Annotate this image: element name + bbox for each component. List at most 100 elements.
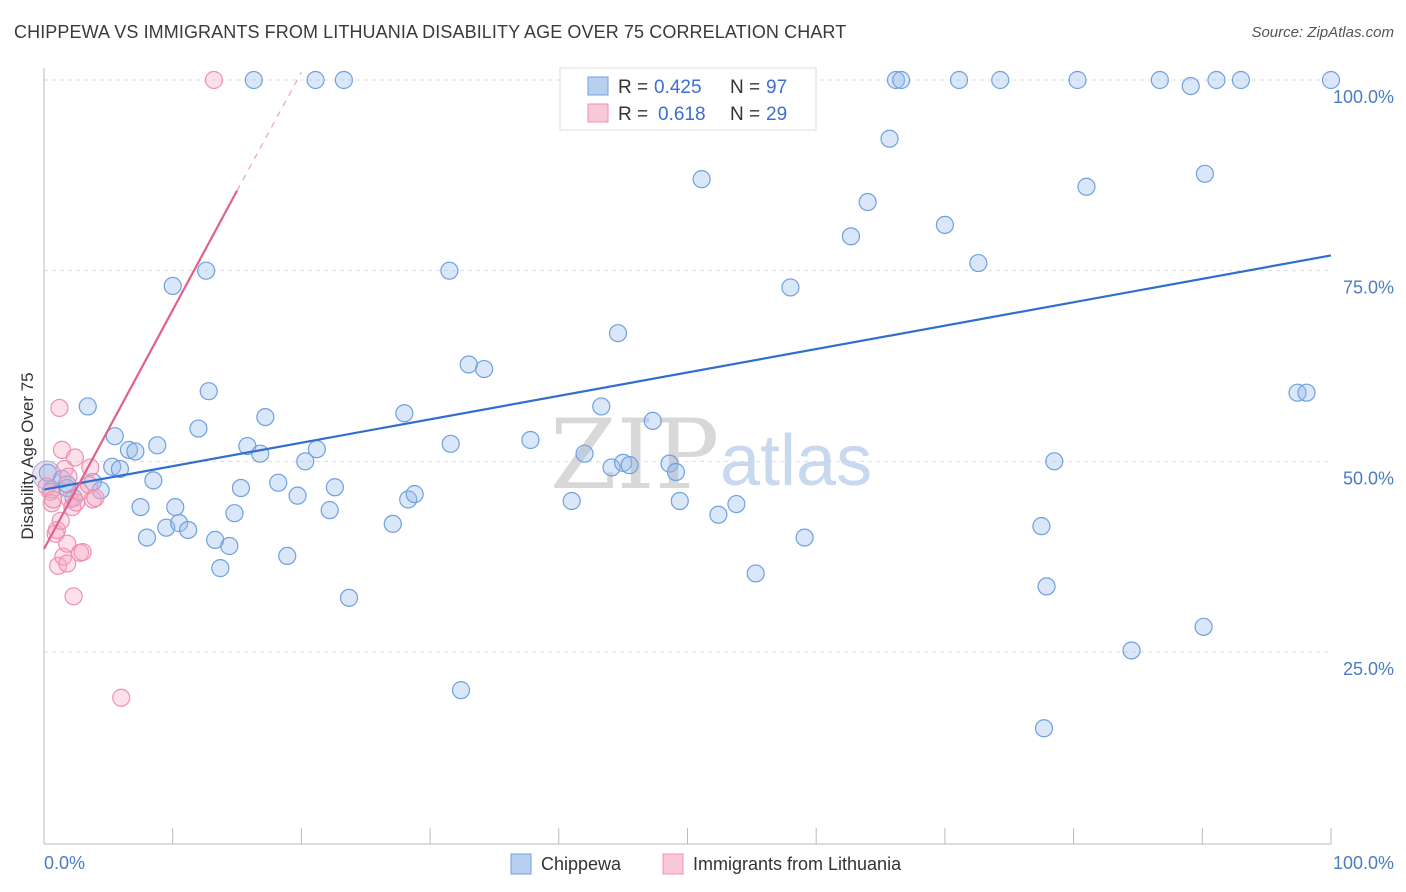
legend-r-value-1: 0.425 xyxy=(654,77,702,98)
chippewa-point xyxy=(440,261,459,280)
chippewa-point xyxy=(1195,164,1214,183)
chippewa-point xyxy=(1032,517,1051,536)
y-tick-label: 50.0% xyxy=(1343,468,1394,488)
chippewa-point xyxy=(692,170,711,189)
lithuania-point xyxy=(58,534,77,553)
chippewa-point xyxy=(148,436,167,455)
legend-r-label-1: R = xyxy=(618,77,648,98)
legend-n-label-1: N = xyxy=(730,77,760,98)
legend-bottom: Chippewa Immigrants from Lithuania xyxy=(510,853,902,875)
legend-r-value-2: 0.618 xyxy=(658,104,706,125)
chippewa-point xyxy=(521,430,540,450)
chippewa-point xyxy=(296,452,315,471)
chippewa-point xyxy=(251,444,270,463)
lithuania-point xyxy=(86,488,105,508)
chippewa-point xyxy=(220,536,239,556)
chippewa-point xyxy=(781,278,800,297)
chippewa-point xyxy=(105,427,124,446)
bottom-legend-swatch-chippewa xyxy=(510,853,532,875)
chippewa-point xyxy=(211,559,230,578)
chippewa-point xyxy=(1034,719,1054,738)
lithuania-point xyxy=(112,688,131,707)
legend-swatch-chippewa xyxy=(587,76,609,96)
grid-lines xyxy=(44,79,1331,653)
chippewa-point xyxy=(395,404,414,423)
chippewa-point xyxy=(441,434,460,453)
chippewa-point xyxy=(841,227,861,246)
legend-swatch-lithuania xyxy=(587,103,609,123)
chippewa-point xyxy=(179,520,198,540)
lithuania-point xyxy=(59,467,78,486)
chippewa-point xyxy=(643,411,662,431)
chippewa-point xyxy=(1037,577,1056,596)
lithuania-point xyxy=(65,448,84,467)
chippewa-point xyxy=(131,497,150,517)
chippewa-point xyxy=(969,253,988,273)
chippewa-point xyxy=(119,440,139,459)
chippewa-point xyxy=(383,514,402,533)
chippewa-point xyxy=(451,681,471,700)
bottom-legend-label-chippewa: Chippewa xyxy=(541,854,622,874)
chippewa-point xyxy=(144,471,163,490)
chippewa-point xyxy=(1122,641,1141,660)
watermark-zip: ZIP xyxy=(550,399,719,511)
chippewa-point xyxy=(608,324,628,343)
chippewa-point xyxy=(1321,70,1341,90)
chippewa-point xyxy=(620,456,639,475)
chippewa-point xyxy=(886,70,906,90)
chippewa-point xyxy=(163,276,182,296)
x-ticks xyxy=(43,828,1332,844)
chippewa-point xyxy=(307,440,326,459)
chippewa-point xyxy=(1194,617,1213,636)
legend-n-label-2: N = xyxy=(730,104,760,125)
chippewa-point xyxy=(1077,177,1096,196)
lithuania-point xyxy=(73,542,92,562)
watermark: ZIP atlas xyxy=(550,399,872,511)
legend-n-value-2: 29 xyxy=(766,104,787,125)
chippewa-point xyxy=(244,70,263,90)
chippewa-point xyxy=(727,494,746,514)
lithuania-point xyxy=(64,587,83,606)
chippewa-point xyxy=(339,588,359,607)
x-tick-label-max: 100.0% xyxy=(1333,853,1394,873)
y-tick-label: 25.0% xyxy=(1343,659,1394,679)
chippewa-point xyxy=(126,442,145,461)
chippewa-point xyxy=(935,215,955,235)
y-tick-label: 100.0% xyxy=(1333,87,1394,107)
watermark-atlas: atlas xyxy=(720,421,872,501)
chippewa-point xyxy=(78,397,97,416)
trend-lines xyxy=(43,72,1332,550)
chippewa-point xyxy=(858,192,877,212)
chippewa-point xyxy=(562,491,581,511)
chippewa-point xyxy=(795,528,814,547)
chippewa-point xyxy=(325,478,344,497)
series-chippewa-points xyxy=(38,70,1341,738)
chippewa-point xyxy=(892,70,911,90)
bottom-legend-swatch-lithuania xyxy=(662,853,684,875)
legend-r-label-2: R = xyxy=(618,104,648,125)
lithuania-trend-extension xyxy=(236,72,302,191)
series-lithuania-points xyxy=(32,70,223,707)
chippewa-point xyxy=(1231,70,1251,90)
chippewa-point xyxy=(197,261,216,280)
chippewa-point xyxy=(949,70,969,90)
chippewa-point xyxy=(256,407,275,427)
page-title: CHIPPEWA VS IMMIGRANTS FROM LITHUANIA DI… xyxy=(14,22,847,42)
chippewa-point xyxy=(1207,70,1226,90)
chippewa-point xyxy=(991,70,1010,90)
y-tick-labels: 25.0% 50.0% 75.0% 100.0% xyxy=(1333,87,1394,679)
chippewa-point xyxy=(666,462,686,482)
chippewa-point xyxy=(1181,77,1200,96)
chippewa-point xyxy=(1045,452,1064,471)
chippewa-point xyxy=(199,382,218,401)
chippewa-point xyxy=(269,473,288,492)
chippewa-point xyxy=(602,458,621,477)
lithuania-point xyxy=(204,70,223,90)
chippewa-point xyxy=(1150,70,1169,90)
y-axis-title: Disability Age Over 75 xyxy=(18,372,37,539)
chippewa-point xyxy=(670,491,689,511)
chippewa-point xyxy=(225,504,244,523)
lithuania-trend-line xyxy=(43,190,239,550)
chippewa-point xyxy=(278,546,297,566)
x-tick-label-min: 0.0% xyxy=(44,853,85,873)
